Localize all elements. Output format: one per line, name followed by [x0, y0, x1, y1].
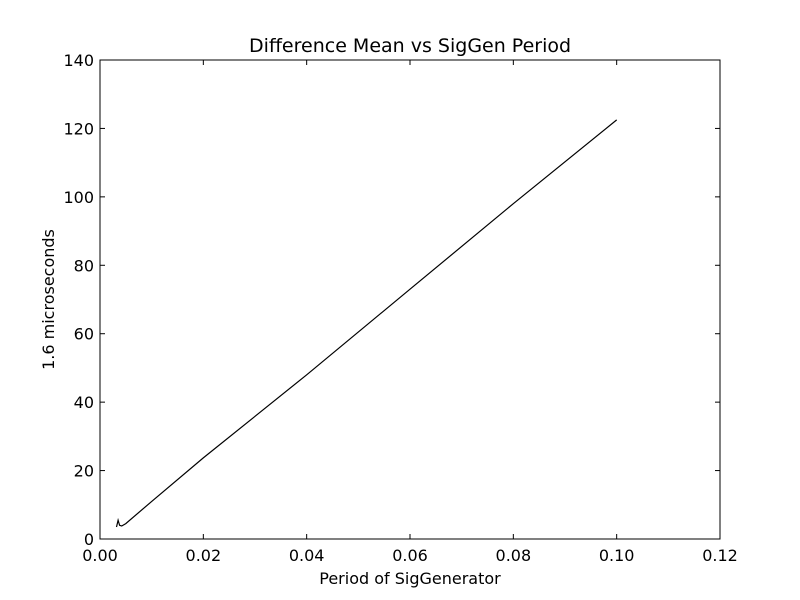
x-tick-label: 0.00 [82, 546, 118, 565]
y-tick-label: 40 [74, 393, 94, 412]
x-tick-label: 0.10 [599, 546, 635, 565]
y-tick-label: 80 [74, 256, 94, 275]
chart-title: Difference Mean vs SigGen Period [249, 35, 571, 57]
x-tick-label: 0.06 [392, 546, 428, 565]
series-line [115, 119, 618, 528]
plot-lines [115, 119, 618, 528]
y-tick-label: 20 [74, 462, 94, 481]
y-tick-label: 140 [63, 51, 94, 70]
x-tick-label: 0.02 [186, 546, 222, 565]
x-axis-label: Period of SigGenerator [319, 569, 501, 588]
y-tick-label: 120 [63, 119, 94, 138]
y-tick-label: 60 [74, 325, 94, 344]
tick-labels: 0.00 0.02 0.04 0.06 0.08 0.10 0.12 0 20 40 60 80 100… [63, 51, 737, 565]
y-axis-label: 1.6 microseconds [39, 229, 58, 370]
x-tick-label: 0.12 [702, 546, 738, 565]
plot-frame [99, 59, 721, 540]
x-tick-label: 0.04 [289, 546, 325, 565]
y-tick-label: 100 [63, 188, 94, 207]
x-tick-label: 0.08 [496, 546, 532, 565]
y-tick-label: 0 [84, 530, 94, 549]
